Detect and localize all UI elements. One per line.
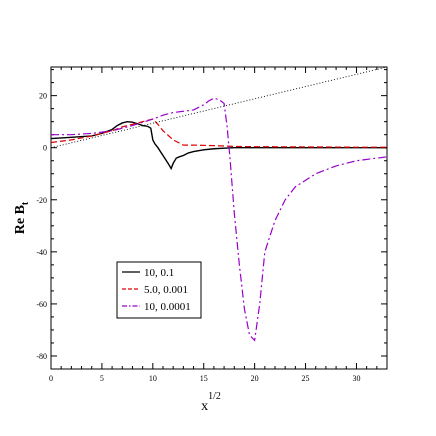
- y-tick-label: -20: [36, 196, 47, 205]
- legend-label: 10, 0.1: [144, 267, 174, 279]
- series-line-1: [51, 120, 387, 171]
- x-tick-label: 30: [352, 374, 360, 383]
- y-tick-label: -60: [36, 300, 47, 309]
- y-axis-title-base: Re B: [13, 205, 28, 234]
- y-tick-label: 20: [39, 92, 47, 101]
- x-tick-label: 0: [49, 374, 53, 383]
- series-line-2: [51, 118, 387, 148]
- x-axis-title-base: x: [201, 399, 208, 414]
- x-tick-label: 10: [149, 374, 157, 383]
- x-tick-label: 15: [200, 374, 208, 383]
- tick-labels: 0 5 10 15 20 25 30 20 0 -20 -40 -60 -80: [36, 92, 360, 383]
- legend: 10, 0.1 5.0, 0.001 10, 0.0001: [116, 261, 202, 319]
- y-tick-label: 0: [43, 144, 47, 153]
- x-axis-title-sup: 1/2: [208, 391, 221, 402]
- series-line-3: [51, 97, 387, 342]
- series-line-4: [51, 67, 387, 149]
- x-tick-label: 5: [100, 374, 104, 383]
- y-axis-title-sub: t: [20, 201, 31, 205]
- x-tick-label: 20: [251, 374, 259, 383]
- y-tick-label: -40: [36, 248, 47, 257]
- x-axis-title: x1/2: [201, 391, 221, 414]
- legend-box: [116, 261, 202, 319]
- x-tick-label: 25: [302, 374, 310, 383]
- series-layer: [51, 67, 387, 342]
- plot-area: [50, 66, 388, 370]
- legend-label: 5.0, 0.001: [144, 284, 188, 296]
- y-axis-title: Re Bt: [13, 201, 31, 234]
- legend-label: 10, 0.0001: [144, 301, 191, 313]
- y-tick-label: -80: [36, 352, 47, 361]
